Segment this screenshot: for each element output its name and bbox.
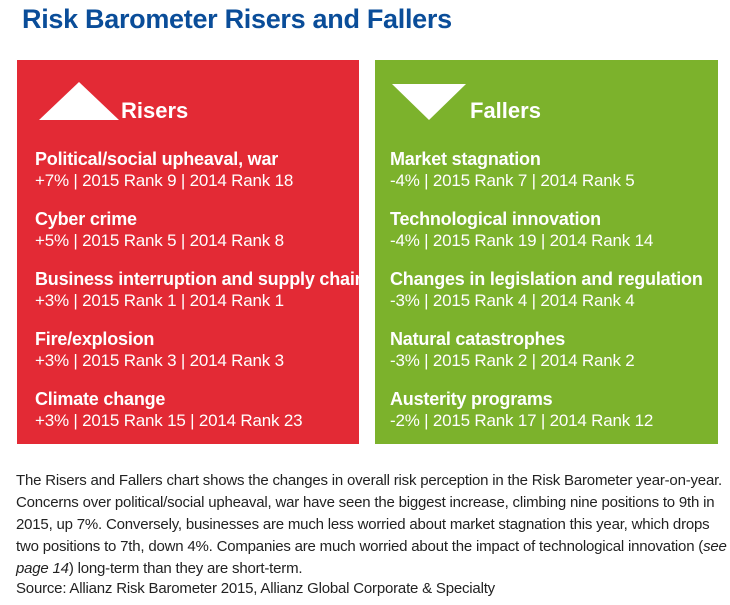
source-note: Source: Allianz Risk Barometer 2015, All… <box>16 580 495 597</box>
fallers-item: Technological innovation -4% | 2015 Rank… <box>390 208 710 268</box>
fallers-item-detail: -2% | 2015 Rank 17 | 2014 Rank 12 <box>390 411 654 430</box>
fallers-item: Changes in legislation and regulation -3… <box>390 268 710 328</box>
fallers-item-name: Natural catastrophes <box>390 329 566 349</box>
fallers-item-detail: -3% | 2015 Rank 4 | 2014 Rank 4 <box>390 291 635 310</box>
risers-item-name: Fire/explosion <box>35 329 155 349</box>
triangle-up-icon <box>39 82 119 120</box>
risers-item-detail: +5% | 2015 Rank 5 | 2014 Rank 8 <box>35 231 284 250</box>
caption-paragraph: The Risers and Fallers chart shows the c… <box>16 470 728 580</box>
risers-heading: Risers <box>121 98 189 123</box>
risers-item: Fire/explosion +3% | 2015 Rank 3 | 2014 … <box>35 328 351 388</box>
fallers-item-detail: -4% | 2015 Rank 19 | 2014 Rank 14 <box>390 231 654 250</box>
fallers-item: Natural catastrophes -3% | 2015 Rank 2 |… <box>390 328 710 388</box>
risers-item-detail: +3% | 2015 Rank 1 | 2014 Rank 1 <box>35 291 284 310</box>
page-title: Risk Barometer Risers and Fallers <box>22 4 452 34</box>
caption-page-reference: see page 14 <box>16 538 727 577</box>
fallers-panel: Fallers Market stagnation -4% | 2015 Ran… <box>375 60 718 444</box>
triangle-down-icon <box>392 84 466 120</box>
risers-item-detail: +3% | 2015 Rank 15 | 2014 Rank 23 <box>35 411 303 430</box>
risers-item: Business interruption and supply chain +… <box>35 268 366 328</box>
risers-item-name: Climate change <box>35 389 166 409</box>
caption-text-end: ) long-term than they are short-term. <box>68 560 303 577</box>
risers-item-detail: +7% | 2015 Rank 9 | 2014 Rank 18 <box>35 171 294 190</box>
risers-item-name: Business interruption and supply chain <box>35 269 366 289</box>
fallers-item: Market stagnation -4% | 2015 Rank 7 | 20… <box>390 148 710 208</box>
risers-item-detail: +3% | 2015 Rank 3 | 2014 Rank 3 <box>35 351 284 370</box>
risers-item-name: Cyber crime <box>35 209 137 229</box>
risers-item: Cyber crime +5% | 2015 Rank 5 | 2014 Ran… <box>35 208 351 268</box>
fallers-item-name: Technological innovation <box>390 209 601 229</box>
risers-list: Political/social upheaval, war +7% | 201… <box>35 148 366 448</box>
fallers-item-name: Market stagnation <box>390 149 541 169</box>
fallers-list: Market stagnation -4% | 2015 Rank 7 | 20… <box>390 148 710 448</box>
fallers-heading: Fallers <box>470 98 541 123</box>
caption-text: The Risers and Fallers chart shows the c… <box>16 472 723 555</box>
fallers-item-detail: -4% | 2015 Rank 7 | 2014 Rank 5 <box>390 171 635 190</box>
risers-panel: Risers Political/social upheaval, war +7… <box>17 60 366 444</box>
risers-item: Political/social upheaval, war +7% | 201… <box>35 148 351 208</box>
risers-item: Climate change +3% | 2015 Rank 15 | 2014… <box>35 388 351 448</box>
fallers-item-name: Changes in legislation and regulation <box>390 269 703 289</box>
fallers-item: Austerity programs -2% | 2015 Rank 17 | … <box>390 388 710 448</box>
fallers-item-detail: -3% | 2015 Rank 2 | 2014 Rank 2 <box>390 351 635 370</box>
fallers-item-name: Austerity programs <box>390 389 553 409</box>
risers-item-name: Political/social upheaval, war <box>35 149 279 169</box>
